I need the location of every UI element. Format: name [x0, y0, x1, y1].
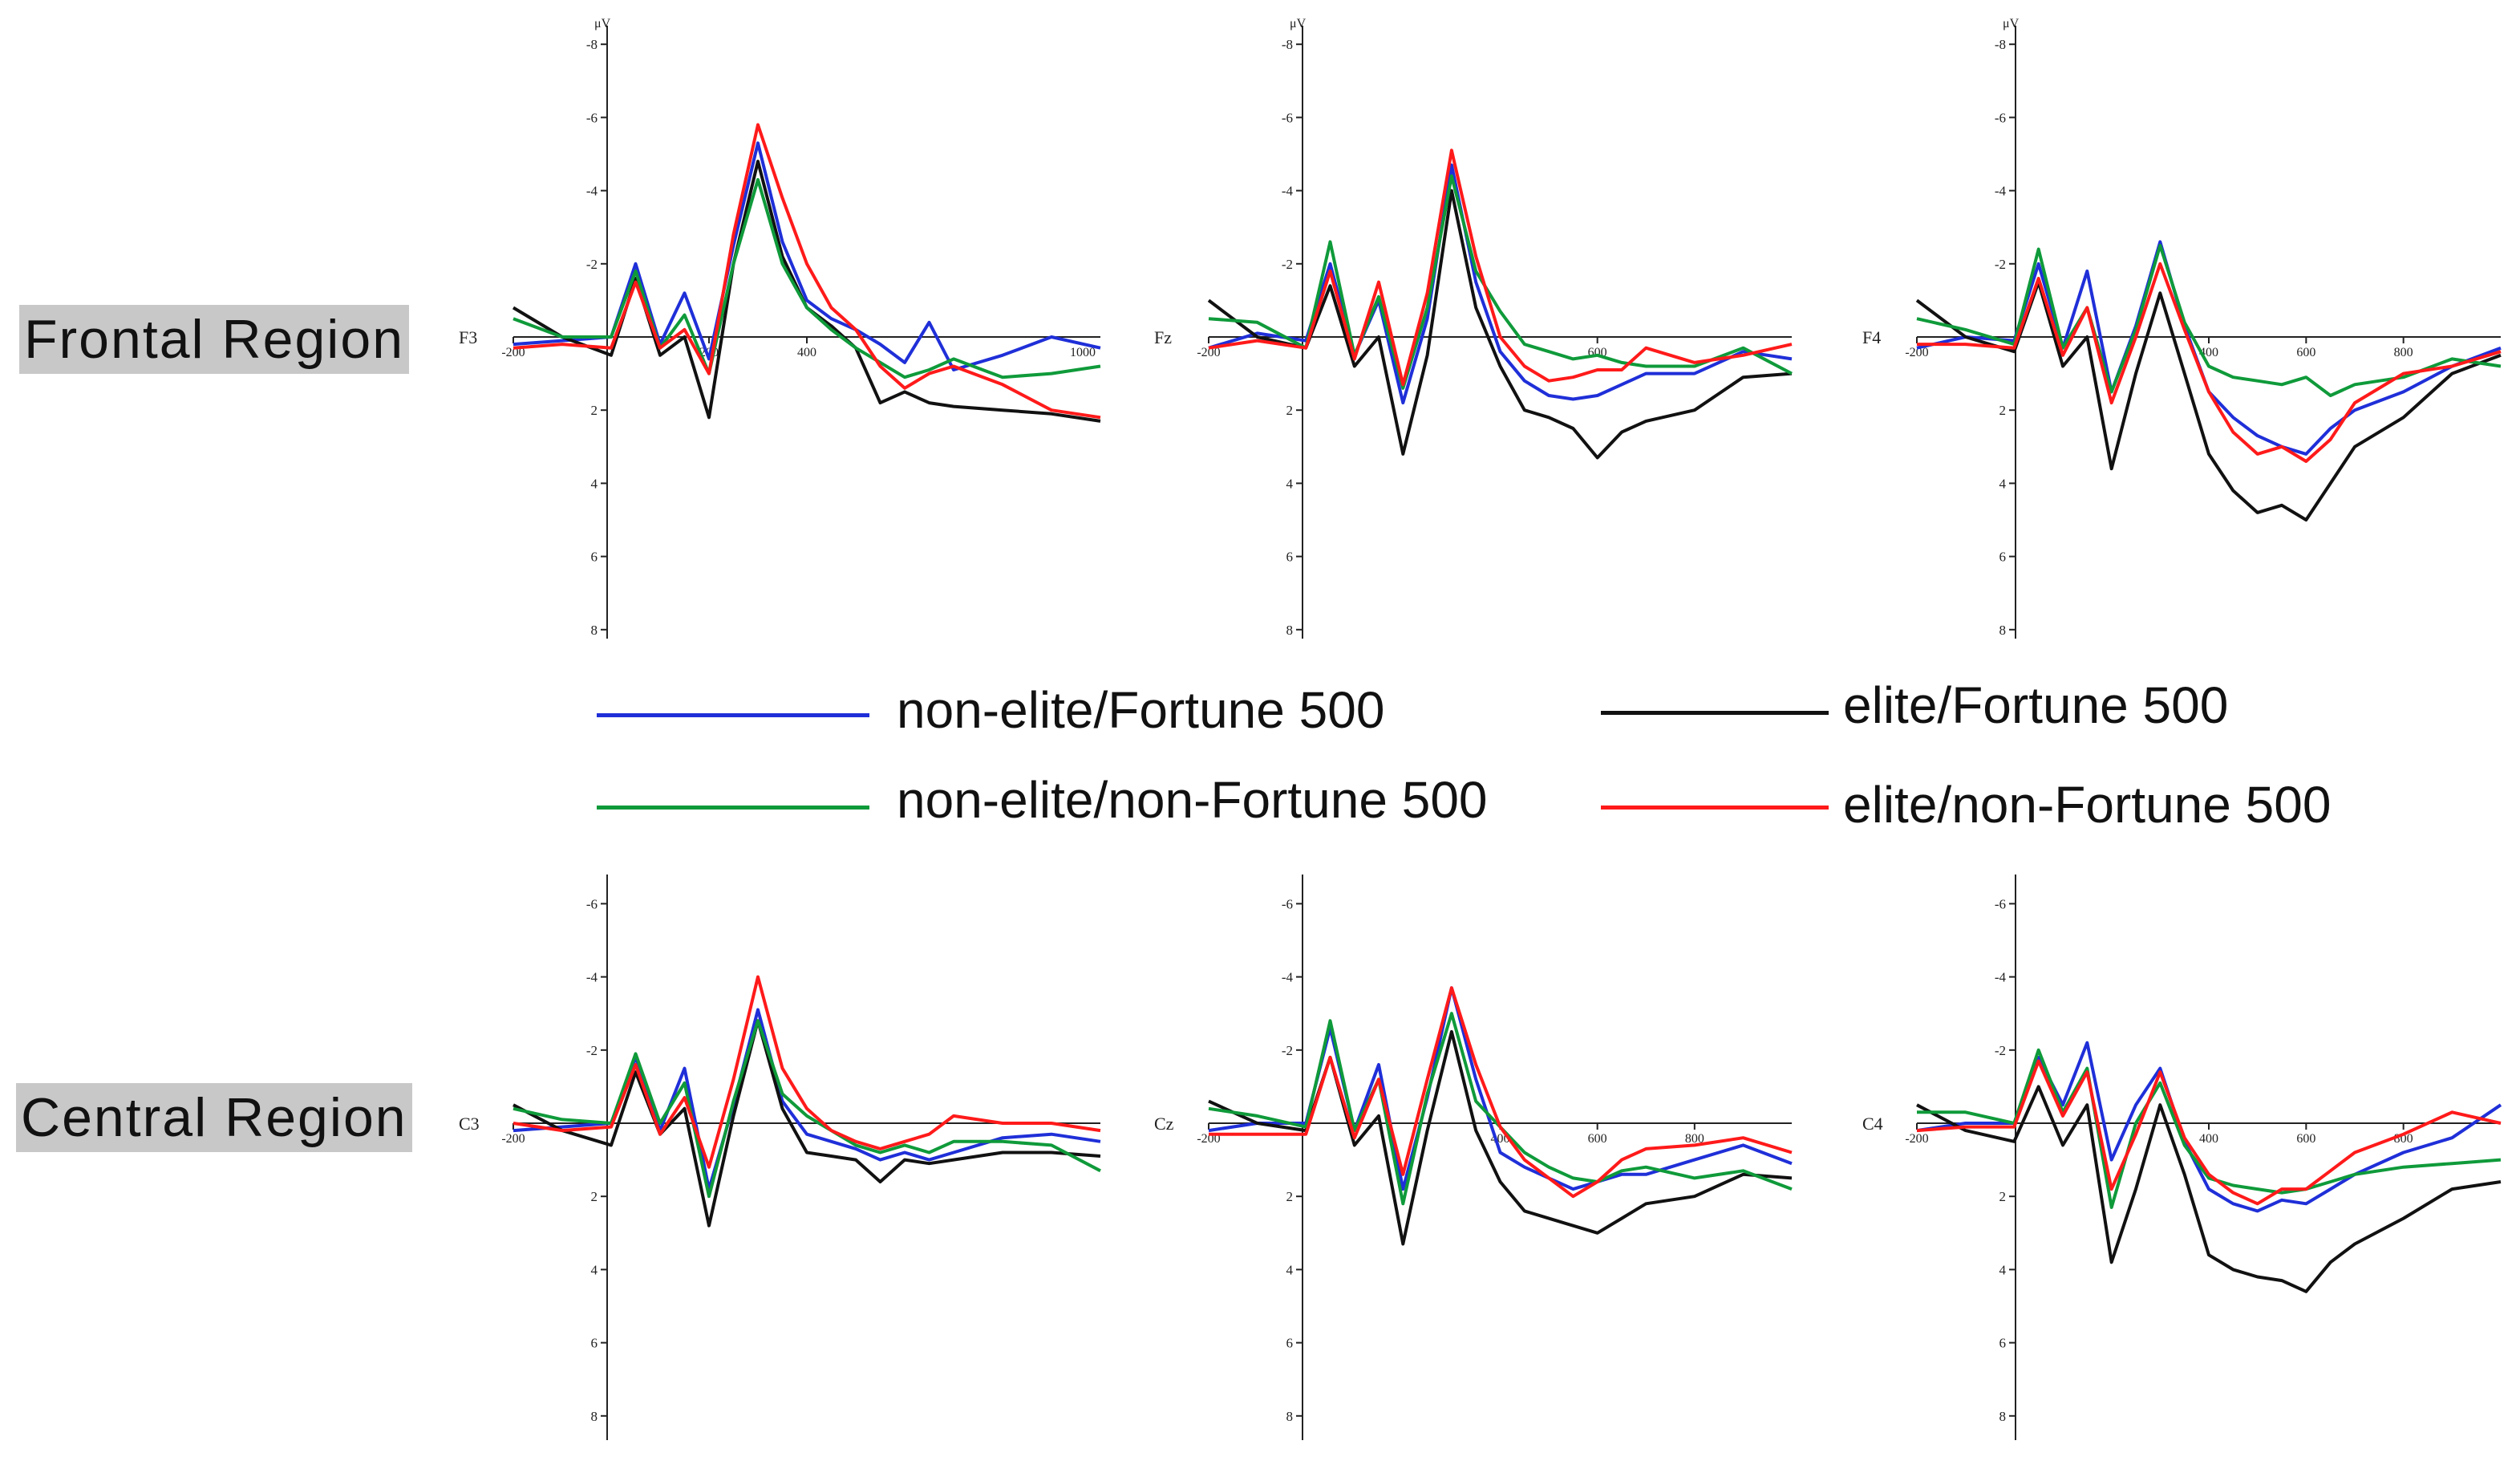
c3-series-3	[513, 975, 1101, 1169]
frontal-region-label: Frontal Region	[19, 305, 410, 374]
c4-series-3	[1916, 1059, 2502, 1206]
cz-x-tick-label: 800	[1685, 1132, 1704, 1146]
legend-swatch-non-elite-non-fortune	[597, 806, 869, 810]
fz-electrode-label: Fz	[1154, 327, 1172, 347]
cz-y-tick-label: -6	[1282, 896, 1293, 911]
f3-y-tick-label: -4	[586, 184, 598, 199]
fz-y-tick-label: 4	[1286, 476, 1294, 491]
c4-y-tick-label: 2	[1999, 1189, 2007, 1204]
f3-series-3	[513, 123, 1101, 420]
fz-series-1	[1207, 189, 1793, 460]
f3-y-tick-label: -6	[586, 110, 598, 125]
f3-x-tick-label: -200	[501, 346, 525, 359]
cz-y-tick-label: -2	[1282, 1043, 1293, 1058]
f4-y-tick-label: -2	[1995, 257, 2006, 272]
c4-series-1	[1916, 1085, 2502, 1293]
cz-y-tick-label: 4	[1286, 1262, 1294, 1277]
c4-x-tick-label: 400	[2199, 1132, 2218, 1146]
f4-y-tick-label: 8	[1999, 623, 2007, 638]
c3-series-2	[513, 1019, 1101, 1199]
f4-unit-label: μV	[2003, 17, 2020, 30]
f4-y-tick-label: 2	[1999, 403, 2007, 418]
fz-y-tick-label: 2	[1286, 403, 1294, 418]
legend-label-elite-non-fortune: elite/non-Fortune 500	[1843, 776, 2332, 834]
c3-y-tick-label: -6	[586, 896, 598, 911]
f4-y-tick-label: -6	[1995, 110, 2006, 125]
cz-electrode-label: Cz	[1154, 1114, 1174, 1134]
legend-swatch-elite-fortune	[1601, 711, 1829, 715]
f4-x-tick-label: 800	[2394, 346, 2413, 359]
f3-x-tick-label: 1000	[1070, 346, 1096, 359]
legend-label-non-elite-fortune: non-elite/Fortune 500	[897, 681, 1385, 739]
f3-y-tick-label: -8	[586, 37, 598, 52]
c4-y-tick-label: 4	[1999, 1262, 2007, 1277]
f3-x-tick-label: 400	[797, 346, 816, 359]
f3-y-tick-label: -2	[586, 257, 598, 272]
fz-y-tick-label: -4	[1282, 184, 1294, 199]
f4-x-tick-label: 600	[2296, 346, 2315, 359]
fz-series-2	[1208, 174, 1793, 390]
cz-series-2	[1208, 1012, 1793, 1206]
fz-series-0	[1208, 163, 1793, 405]
c4-electrode-label: C4	[1862, 1114, 1883, 1134]
f4-series-3	[1917, 262, 2502, 463]
fz-y-tick-label: -2	[1282, 257, 1293, 272]
legend-label-elite-fortune: elite/Fortune 500	[1843, 676, 2229, 734]
f3-y-tick-label: 6	[591, 550, 598, 565]
c3-series-1	[513, 1019, 1101, 1228]
legend-swatch-elite-non-fortune	[1601, 806, 1829, 810]
f3-y-tick-label: 4	[591, 476, 598, 491]
c3-y-tick-label: 6	[591, 1336, 598, 1351]
f4-y-tick-label: -8	[1995, 37, 2006, 52]
cz-series-0	[1208, 986, 1793, 1191]
fz-series-3	[1208, 148, 1793, 387]
f3-electrode-label: F3	[459, 327, 477, 347]
f3-y-tick-label: 8	[591, 623, 598, 638]
f4-electrode-label: F4	[1862, 327, 1881, 347]
f4-series-2	[1916, 244, 2502, 397]
c3-x-tick-label: -200	[501, 1132, 525, 1146]
f4-x-tick-label: -200	[1905, 346, 1928, 359]
legend-swatch-non-elite-fortune	[597, 713, 869, 717]
cz-y-tick-label: -4	[1282, 970, 1294, 985]
c4-y-tick-label: 8	[1999, 1409, 2007, 1424]
cz-x-tick-label: 600	[1588, 1132, 1607, 1146]
f4-y-tick-label: 6	[1999, 550, 2007, 565]
f3-series-1	[512, 160, 1101, 423]
c4-y-tick-label: 6	[1999, 1336, 2007, 1351]
fz-unit-label: μV	[1290, 17, 1307, 30]
c4-y-tick-label: -4	[1995, 970, 2007, 985]
fz-y-tick-label: -8	[1282, 37, 1293, 52]
c3-series-0	[513, 1008, 1101, 1191]
c3-y-tick-label: 8	[591, 1409, 598, 1424]
c4-series-2	[1917, 1048, 2502, 1209]
fz-y-tick-label: 8	[1286, 623, 1294, 638]
cz-y-tick-label: 8	[1286, 1409, 1294, 1424]
f3-unit-label: μV	[594, 17, 611, 30]
c3-electrode-label: C3	[459, 1114, 480, 1134]
cz-series-3	[1209, 986, 1793, 1199]
fz-y-tick-label: -6	[1282, 110, 1293, 125]
f3-y-tick-label: 2	[591, 403, 598, 418]
c3-y-tick-label: -4	[586, 970, 598, 985]
c4-x-tick-label: 600	[2296, 1132, 2315, 1146]
f4-y-tick-label: 4	[1999, 476, 2007, 491]
c4-y-tick-label: -6	[1995, 896, 2006, 911]
c4-y-tick-label: -2	[1995, 1043, 2006, 1058]
c3-y-tick-label: -2	[586, 1043, 598, 1058]
fz-y-tick-label: 6	[1286, 550, 1294, 565]
central-region-label: Central Region	[16, 1083, 412, 1152]
legend-label-non-elite-non-fortune: non-elite/non-Fortune 500	[897, 771, 1488, 829]
f4-y-tick-label: -4	[1995, 184, 2007, 199]
cz-y-tick-label: 6	[1286, 1336, 1294, 1351]
c3-y-tick-label: 2	[591, 1189, 598, 1204]
c4-x-tick-label: -200	[1905, 1132, 1928, 1146]
fz-x-tick-label: -200	[1197, 346, 1220, 359]
f3-series-2	[513, 177, 1101, 379]
cz-y-tick-label: 2	[1286, 1189, 1294, 1204]
c3-y-tick-label: 4	[591, 1262, 598, 1277]
